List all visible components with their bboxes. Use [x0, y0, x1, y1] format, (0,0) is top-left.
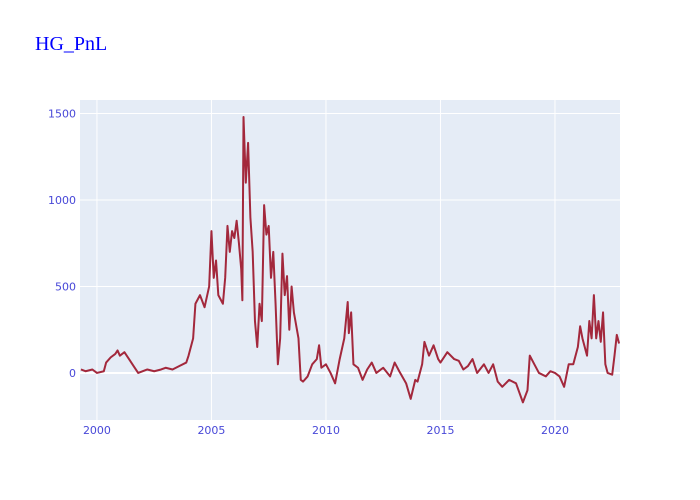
x-tick-label: 2010	[312, 424, 340, 437]
y-tick-label: 1000	[48, 194, 76, 207]
y-tick-label: 1500	[48, 107, 76, 120]
y-tick-label: 0	[69, 367, 76, 380]
data-line	[80, 115, 621, 404]
x-tick-label: 2005	[197, 424, 225, 437]
x-tick-label: 2015	[426, 424, 454, 437]
x-tick-label: 2020	[541, 424, 569, 437]
y-tick-label: 500	[55, 280, 76, 293]
x-tick-label: 2000	[83, 424, 111, 437]
chart-title: HG_PnL	[35, 33, 107, 55]
